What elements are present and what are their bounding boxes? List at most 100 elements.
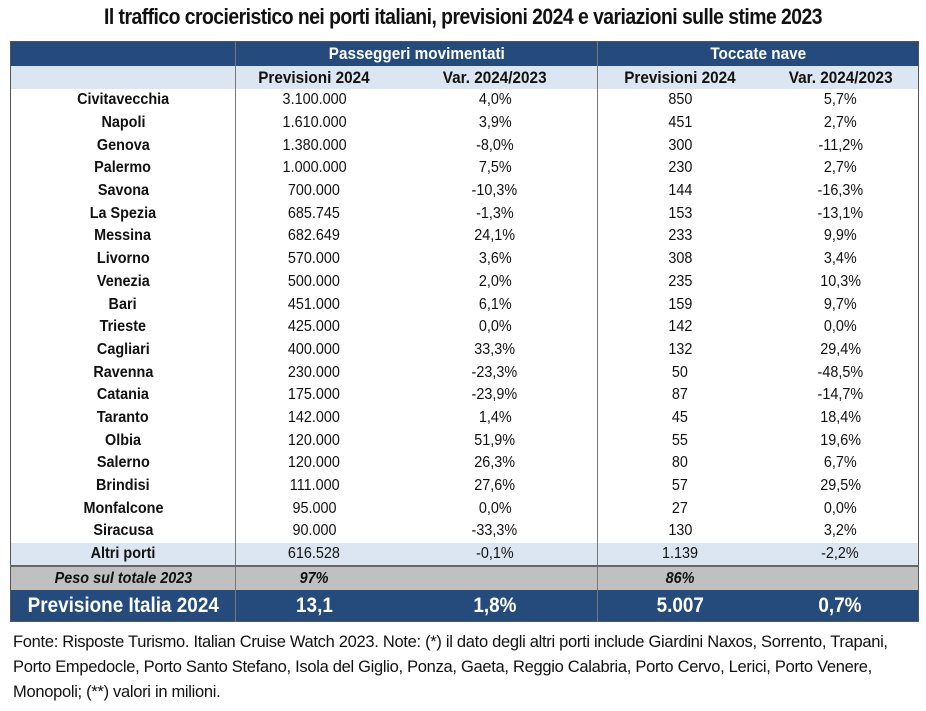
cell: 87 [672, 386, 689, 404]
table-row: Catania 175.000 -23,9% 87 -14,7% [10, 383, 919, 407]
cell: 55 [672, 431, 689, 449]
row-label: Previsione Italia 2024 [10, 590, 236, 622]
cell: 132 [668, 340, 693, 358]
cell: 51,9% [392, 429, 599, 452]
port-name: La Spezia [10, 202, 236, 226]
cell: 0,0% [823, 499, 857, 517]
cell: 230.000 [288, 363, 341, 381]
cell: 45 [672, 408, 689, 426]
cell: 1.000.000 [282, 159, 347, 177]
port-name: Savona [10, 179, 236, 203]
cell: 33,3% [392, 338, 599, 362]
cell: 616.528 [235, 542, 393, 568]
cell: 4,0% [392, 89, 599, 112]
cell: 10,3% [819, 272, 861, 290]
cruise-traffic-table: Passeggeri movimentati Toccate nave Prev… [10, 41, 920, 623]
port-name: Civitavecchia [10, 89, 236, 112]
cell: 1.380.000 [282, 136, 347, 154]
cell: 0,0% [392, 315, 599, 339]
cell: 6,1% [392, 293, 599, 316]
cell: 13,1 [235, 590, 393, 622]
table-row: Monfalcone 95.000 0,0% 27 0,0% [10, 497, 919, 521]
empty-header-cell [10, 41, 236, 66]
port-name: Bari [10, 293, 236, 316]
port-name: Cagliari [10, 338, 236, 362]
cell: 3,9% [392, 111, 599, 135]
cell: 570.000 [288, 250, 341, 268]
other-ports-row: Altri porti 616.528 -0,1% 1.139 -2,2% [10, 542, 919, 568]
port-name: Monfalcone [10, 497, 236, 521]
table-row: Palermo 1.000.000 7,5% 230 2,7% [10, 157, 919, 180]
cell: 850 [668, 91, 693, 109]
cell: -11,2% [817, 136, 863, 154]
port-name: Brindisi [10, 474, 236, 498]
table-row: Genova 1.380.000 -8,0% 300 -11,2% [10, 134, 919, 158]
cell: 29,4% [819, 340, 861, 358]
cell: 451 [668, 114, 693, 132]
table-row: Trieste 425.000 0,0% 142 0,0% [10, 315, 919, 339]
group-header-ship-calls: Toccate nave [597, 41, 919, 66]
cell: 230 [668, 159, 693, 177]
cell: 111.000 [289, 477, 340, 495]
port-name: Catania [10, 383, 236, 407]
cell: 142 [668, 318, 693, 336]
table-row: Messina 682.649 24,1% 233 9,9% [10, 225, 919, 248]
cell: 159 [668, 295, 693, 313]
cell: 300 [668, 136, 693, 154]
cell: 451.000 [288, 295, 341, 313]
port-name: Siracusa [10, 520, 236, 543]
cell: 3,2% [823, 522, 857, 540]
cell: -1,3% [392, 202, 599, 226]
cell: 700.000 [288, 182, 341, 200]
cell: -48,5% [817, 363, 864, 381]
cell: 233 [668, 227, 693, 245]
cell: 6,7% [823, 454, 857, 472]
table-row: Salerno 120.000 26,3% 80 6,7% [10, 452, 919, 475]
table-row: Civitavecchia 3.100.000 4,0% 850 5,7% [10, 89, 919, 112]
column-header: Var. 2024/2023 [392, 66, 599, 89]
table-row: Ravenna 230.000 -23,3% 50 -48,5% [10, 361, 919, 384]
cell: 50 [672, 363, 689, 381]
column-header: Var. 2024/2023 [762, 66, 919, 89]
port-name: Altri porti [10, 542, 236, 568]
table-row: Olbia 120.000 51,9% 55 19,6% [10, 429, 919, 452]
total-row: Previsione Italia 2024 13,1 1,8% 5.007 0… [10, 590, 919, 622]
cell: 3,4% [823, 250, 857, 268]
cell: 90.000 [292, 522, 337, 540]
cell: -13,1% [817, 204, 864, 222]
port-name: Napoli [10, 111, 236, 135]
cell: 95.000 [292, 499, 337, 517]
cell: 3.100.000 [282, 91, 347, 109]
group-header-passengers: Passeggeri movimentati [235, 41, 599, 66]
cell [392, 566, 599, 591]
cell: -23,3% [392, 361, 599, 384]
cell: 1,4% [392, 406, 599, 430]
cell: 18,4% [819, 408, 861, 426]
cell: -33,3% [392, 520, 599, 543]
cell: 9,7% [823, 295, 857, 313]
cell: 682.649 [288, 227, 341, 245]
cell: 97% [235, 566, 393, 591]
cell: 7,5% [392, 157, 599, 180]
cell: 2,7% [823, 114, 857, 132]
cell: 29,5% [819, 477, 861, 495]
cell: -0,1% [392, 542, 599, 568]
cell: 24,1% [392, 225, 599, 248]
column-header: Previsioni 2024 [597, 66, 763, 89]
cell: 1.610.000 [282, 114, 347, 132]
cell: 685.745 [288, 204, 341, 222]
row-label: Peso sul totale 2023 [10, 566, 236, 591]
empty-header-cell [10, 66, 236, 89]
cell: 1.139 [597, 542, 763, 568]
table-row: La Spezia 685.745 -1,3% 153 -13,1% [10, 202, 919, 226]
cell: 0,0% [823, 318, 857, 336]
table-title: Il traffico crocieristico nei porti ital… [103, 4, 823, 29]
port-name: Olbia [10, 429, 236, 452]
port-name: Genova [10, 134, 236, 158]
cell: 120.000 [288, 431, 341, 449]
cell [762, 566, 919, 591]
port-name: Trieste [10, 315, 236, 339]
port-name: Palermo [10, 157, 236, 180]
table-row: Savona 700.000 -10,3% 144 -16,3% [10, 179, 919, 203]
cell: -8,0% [392, 134, 599, 158]
